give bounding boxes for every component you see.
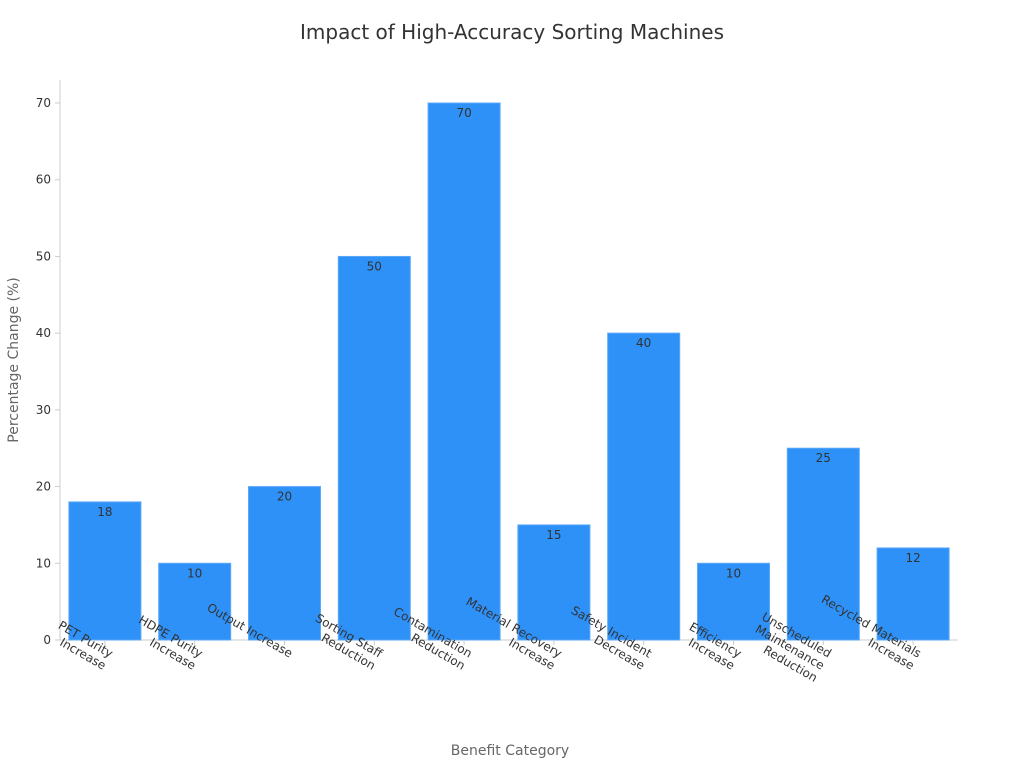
bar[interactable] — [697, 562, 770, 641]
y-tick-label: 0 — [43, 633, 51, 647]
data-label: 50 — [367, 259, 382, 273]
data-label: 10 — [726, 566, 741, 580]
data-label: 40 — [636, 336, 651, 350]
data-label: 18 — [97, 505, 112, 519]
y-tick-label: 70 — [36, 96, 51, 110]
bar[interactable] — [427, 102, 501, 641]
data-label: 10 — [187, 566, 202, 580]
data-label: 25 — [816, 451, 831, 465]
data-label: 20 — [277, 490, 292, 504]
y-tick-label: 20 — [36, 480, 51, 494]
data-label: 15 — [546, 528, 561, 542]
bar[interactable] — [517, 524, 591, 641]
data-label: 12 — [905, 551, 920, 565]
bar[interactable] — [607, 332, 681, 641]
bar[interactable] — [337, 255, 411, 641]
bar[interactable] — [786, 447, 860, 641]
y-tick-label: 50 — [36, 249, 51, 263]
data-labels: 18 10 20 50 70 15 40 10 25 12 — [97, 106, 920, 580]
chart-title: Impact of High-Accuracy Sorting Machines — [300, 20, 724, 44]
bars — [68, 102, 950, 641]
bar[interactable] — [248, 486, 321, 641]
y-tick-label: 10 — [36, 556, 51, 570]
y-tick-label: 40 — [36, 326, 51, 340]
y-tick-label: 60 — [36, 173, 51, 187]
y-tick-label: 30 — [36, 403, 51, 417]
y-axis-title: Percentage Change (%) — [6, 277, 22, 442]
x-axis-title: Benefit Category — [451, 743, 569, 759]
bar[interactable] — [68, 501, 142, 641]
bar[interactable] — [158, 562, 232, 641]
data-label: 70 — [456, 106, 471, 120]
y-axis-ticks: 0 10 20 30 40 50 60 70 — [36, 96, 60, 647]
